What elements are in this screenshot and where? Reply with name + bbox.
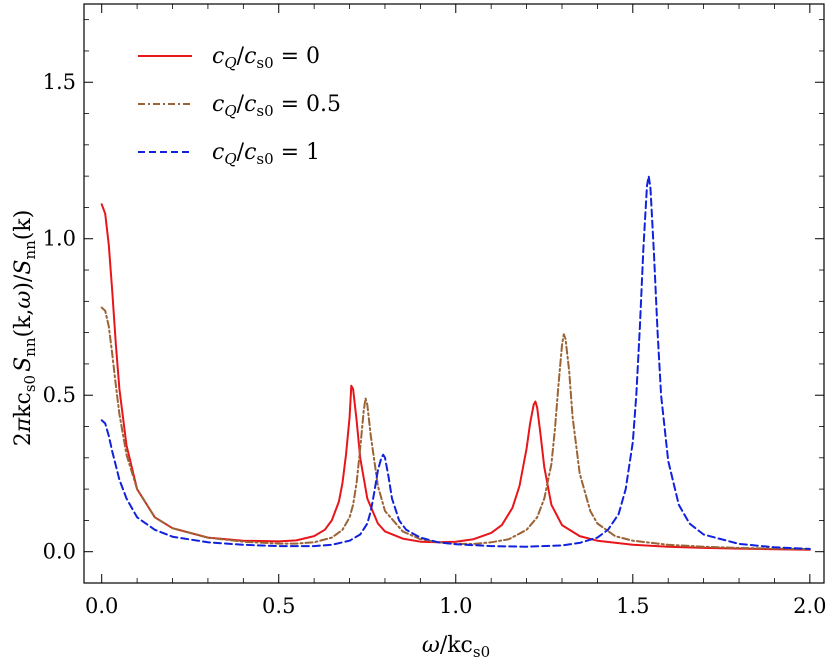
series-line-1 xyxy=(100,203,811,551)
y-tick-label: 0.5 xyxy=(43,383,76,407)
x-tick-label: 2.0 xyxy=(793,594,826,618)
y-axis-label: 2πkcs0Snn(k,ω)/Snn(k) xyxy=(11,210,39,447)
x-axis-ticks: 0.0 0.5 1.0 1.5 2.0 xyxy=(85,4,827,618)
series-layer xyxy=(100,175,811,551)
legend-label-2: cQ/cs0 = 0.5 xyxy=(212,92,341,120)
plot-frame xyxy=(83,3,825,584)
y-tick-label: 0.0 xyxy=(43,540,76,564)
legend-label-1: cQ/cs0 = 0 xyxy=(212,44,320,72)
y-tick-label: 1.0 xyxy=(43,227,76,251)
y-tick-label: 1.5 xyxy=(43,70,76,94)
x-tick-label: 0.0 xyxy=(85,594,118,618)
x-axis-label-omega: ω xyxy=(422,633,440,658)
x-axis-label: ω/kcs0 xyxy=(422,633,490,661)
plot-border xyxy=(83,3,825,584)
legend: cQ/cs0 = 0 cQ/cs0 = 0.5 cQ/cs0 = 1 xyxy=(138,44,341,168)
legend-label-3: cQ/cs0 = 1 xyxy=(212,140,320,168)
x-tick-label: 1.5 xyxy=(616,594,649,618)
series-line-3 xyxy=(100,175,811,550)
x-tick-label: 0.5 xyxy=(262,594,295,618)
y-axis-ticks: 0.0 0.5 1.0 1.5 xyxy=(43,19,824,564)
x-tick-label: 1.0 xyxy=(439,594,472,618)
series-line-2 xyxy=(100,306,811,551)
